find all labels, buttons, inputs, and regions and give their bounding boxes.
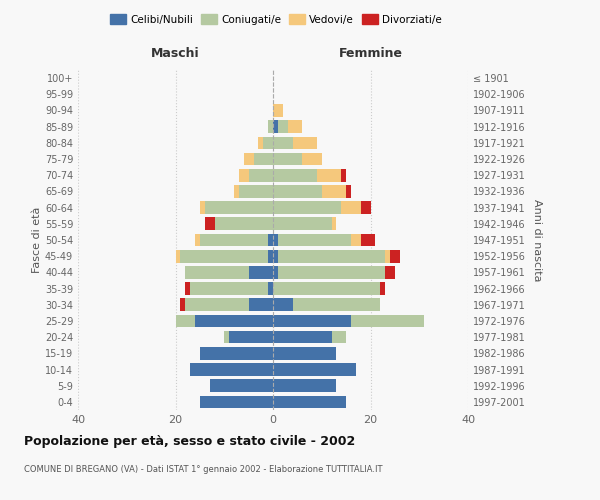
Bar: [200, 202, 205, 214]
Bar: [195, 314, 273, 328]
Y-axis label: Fasce di età: Fasce di età: [32, 207, 42, 273]
Bar: [176, 250, 181, 262]
Legend: Celibi/Nubili, Coniugati/e, Vedovi/e, Divorziati/e: Celibi/Nubili, Coniugati/e, Vedovi/e, Di…: [106, 10, 446, 29]
Bar: [278, 266, 385, 278]
Bar: [273, 185, 322, 198]
Bar: [268, 282, 273, 295]
Bar: [361, 234, 376, 246]
Bar: [229, 331, 273, 344]
Bar: [302, 152, 322, 166]
Bar: [273, 152, 302, 166]
Bar: [273, 202, 341, 214]
Bar: [385, 250, 390, 262]
Text: Maschi: Maschi: [151, 48, 200, 60]
Bar: [273, 363, 356, 376]
Bar: [317, 169, 341, 181]
Bar: [185, 266, 248, 278]
Bar: [205, 202, 273, 214]
Bar: [224, 331, 229, 344]
Bar: [195, 234, 200, 246]
Bar: [273, 234, 278, 246]
Bar: [390, 250, 400, 262]
Bar: [322, 185, 346, 198]
Bar: [200, 234, 268, 246]
Bar: [273, 298, 293, 311]
Bar: [176, 314, 195, 328]
Bar: [268, 234, 273, 246]
Bar: [248, 169, 273, 181]
Bar: [239, 185, 273, 198]
Bar: [293, 136, 317, 149]
Bar: [273, 120, 278, 133]
Bar: [287, 120, 302, 133]
Bar: [268, 120, 273, 133]
Bar: [205, 218, 215, 230]
Text: Popolazione per età, sesso e stato civile - 2002: Popolazione per età, sesso e stato civil…: [24, 435, 355, 448]
Bar: [278, 234, 351, 246]
Bar: [273, 218, 331, 230]
Bar: [293, 298, 380, 311]
Bar: [259, 136, 263, 149]
Bar: [385, 266, 395, 278]
Bar: [200, 347, 273, 360]
Bar: [346, 185, 351, 198]
Bar: [273, 314, 351, 328]
Bar: [181, 298, 185, 311]
Bar: [244, 152, 254, 166]
Text: Femmine: Femmine: [338, 48, 403, 60]
Bar: [248, 298, 273, 311]
Bar: [273, 380, 337, 392]
Bar: [273, 331, 331, 344]
Bar: [239, 169, 248, 181]
Bar: [278, 250, 385, 262]
Bar: [331, 218, 337, 230]
Bar: [273, 347, 337, 360]
Bar: [351, 234, 361, 246]
Bar: [273, 266, 278, 278]
Y-axis label: Anni di nascita: Anni di nascita: [532, 198, 542, 281]
Bar: [331, 331, 346, 344]
Bar: [190, 363, 273, 376]
Bar: [263, 136, 273, 149]
Bar: [273, 136, 293, 149]
Bar: [234, 185, 239, 198]
Bar: [361, 202, 371, 214]
Bar: [190, 282, 268, 295]
Bar: [215, 218, 273, 230]
Bar: [185, 298, 248, 311]
Bar: [273, 396, 346, 408]
Bar: [248, 266, 273, 278]
Bar: [181, 250, 268, 262]
Bar: [278, 120, 287, 133]
Bar: [380, 282, 385, 295]
Text: COMUNE DI BREGANO (VA) - Dati ISTAT 1° gennaio 2002 - Elaborazione TUTTITALIA.IT: COMUNE DI BREGANO (VA) - Dati ISTAT 1° g…: [24, 465, 383, 474]
Bar: [273, 282, 380, 295]
Bar: [268, 250, 273, 262]
Bar: [341, 169, 346, 181]
Bar: [185, 282, 190, 295]
Bar: [254, 152, 273, 166]
Bar: [351, 314, 424, 328]
Bar: [341, 202, 361, 214]
Bar: [209, 380, 273, 392]
Bar: [273, 169, 317, 181]
Bar: [273, 250, 278, 262]
Bar: [200, 396, 273, 408]
Bar: [273, 104, 283, 117]
